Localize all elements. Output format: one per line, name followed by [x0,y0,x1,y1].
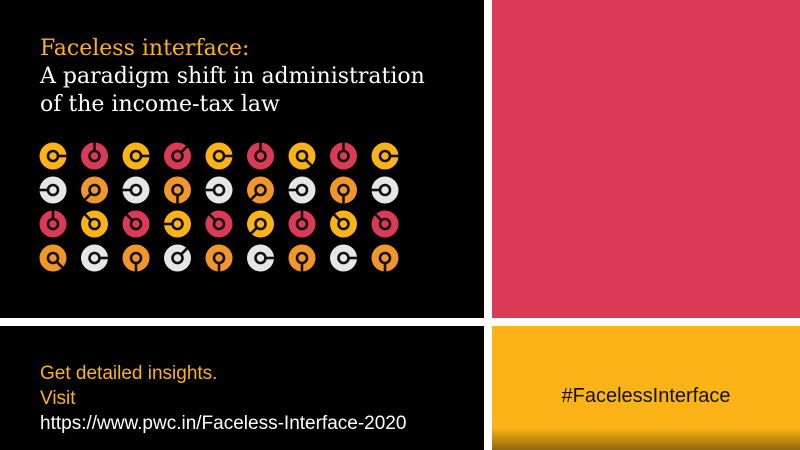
lock-dial-icon [371,210,399,238]
lock-dial-icon [288,176,316,204]
lock-dial-icon [330,244,358,272]
lock-dial-icon [164,244,191,272]
lock-dial-icon [247,142,274,170]
lock-dial-icon [122,210,150,238]
lock-dial-icon [330,176,357,204]
lock-dial-icon [81,142,108,170]
lock-dial-icon [371,176,399,204]
lock-dial-icon [205,176,233,204]
lock-dial-icon [81,210,108,238]
lock-dial-icon [205,244,233,272]
lock-dial-icon [39,142,67,170]
cta-line-2: Visit [40,388,76,409]
lock-dial-icon [371,142,399,170]
cta-line-1: Get detailed insights. [40,363,218,384]
lock-dial-icon-grid [39,142,399,272]
lock-dial-icon [164,142,191,170]
lock-dial-icon [288,210,316,238]
lock-dial-icon [81,244,109,272]
lock-dial-icon [205,142,233,170]
lock-dial-icon [39,244,67,272]
lock-dial-icon [288,244,316,272]
hashtag-panel [492,326,800,450]
hashtag-label: #FacelessInterface [561,385,731,407]
lock-dial-icon [164,176,191,204]
lock-dial-icon [247,176,274,204]
lock-dial-icon [39,210,67,238]
lock-dial-icon [122,244,150,272]
cta-url-link[interactable]: https://www.pwc.in/Faceless-Interface-20… [40,413,407,434]
main-panel [0,0,484,318]
headline-accent: Faceless interface: [40,36,250,61]
lock-dial-icon [39,176,67,204]
lock-dial-icon [163,210,191,238]
cta-panel [0,326,484,450]
lock-dial-icon [81,176,108,204]
lock-dial-icon [330,142,357,170]
headline-line-2: A paradigm shift in administration [40,64,425,89]
pink-panel [492,0,800,318]
lock-dial-icon [205,210,233,238]
lock-dial-icon [247,210,274,238]
lock-dial-icon [247,244,275,272]
lock-dial-icon [371,244,399,272]
lock-dial-icon [122,142,150,170]
lock-dial-icon [330,210,357,238]
lock-dial-icon [122,176,150,204]
lock-dial-icon [288,142,316,170]
headline-line-3: of the income-tax law [40,92,280,117]
